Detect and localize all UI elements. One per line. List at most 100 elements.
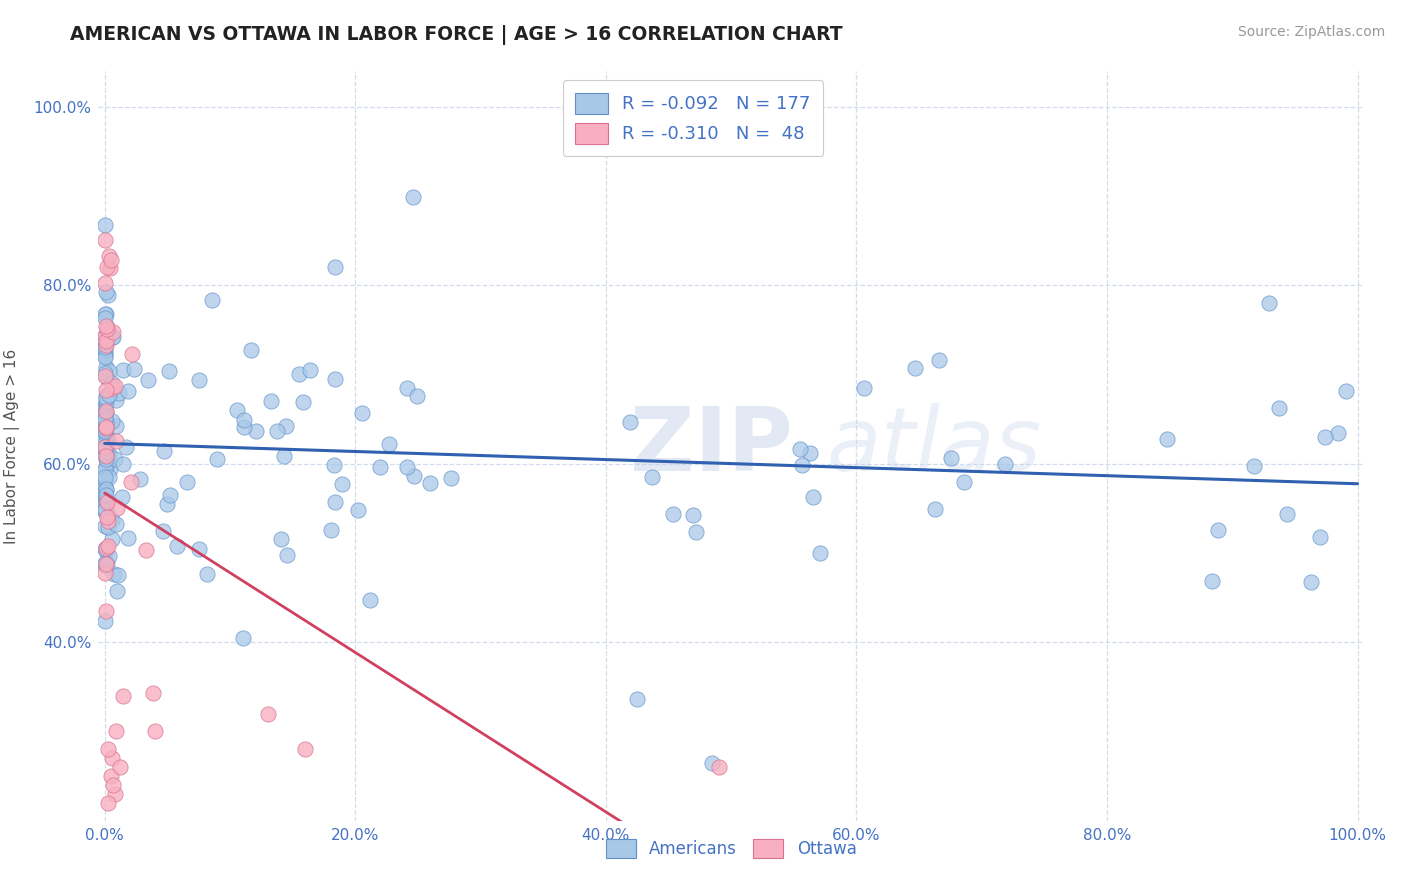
- Point: [93, 400, 115, 414]
- Point: [94, 541, 117, 555]
- Point: [101, 513, 124, 527]
- Point: [1201, 574, 1223, 589]
- Point: [245, 424, 267, 438]
- Point: [270, 532, 292, 546]
- Point: [685, 524, 707, 539]
- Point: [93, 502, 115, 516]
- Point: [97, 249, 120, 263]
- Point: [152, 524, 174, 538]
- Point: [129, 472, 152, 486]
- Point: [135, 542, 157, 557]
- Point: [94, 388, 117, 402]
- Point: [159, 488, 181, 502]
- Point: [96, 391, 118, 405]
- Point: [853, 381, 876, 395]
- Point: [1336, 384, 1358, 398]
- Point: [1309, 531, 1331, 545]
- Point: [94, 329, 117, 343]
- Point: [207, 452, 229, 467]
- Point: [94, 234, 117, 248]
- Point: [143, 724, 166, 739]
- Point: [94, 503, 117, 517]
- Point: [120, 475, 142, 490]
- Point: [94, 307, 117, 321]
- Point: [232, 413, 254, 427]
- Point: [96, 260, 118, 274]
- Point: [323, 458, 346, 472]
- Point: [928, 353, 950, 368]
- Point: [440, 470, 463, 484]
- Point: [94, 417, 117, 431]
- Point: [98, 470, 121, 484]
- Point: [96, 494, 118, 508]
- Point: [641, 469, 664, 483]
- Point: [96, 319, 118, 334]
- Legend: Americans, Ottawa: Americans, Ottawa: [599, 832, 863, 864]
- Point: [94, 449, 117, 463]
- Point: [94, 488, 117, 502]
- Point: [104, 434, 127, 448]
- Point: [93, 341, 115, 355]
- Point: [94, 497, 117, 511]
- Point: [103, 452, 125, 467]
- Text: Source: ZipAtlas.com: Source: ZipAtlas.com: [1237, 25, 1385, 39]
- Point: [153, 444, 176, 458]
- Point: [93, 307, 115, 321]
- Point: [1206, 523, 1229, 537]
- Point: [94, 488, 117, 502]
- Point: [101, 376, 124, 390]
- Point: [105, 583, 128, 598]
- Point: [96, 371, 118, 385]
- Point: [93, 349, 115, 363]
- Point: [97, 386, 120, 401]
- Point: [298, 362, 321, 376]
- Point: [93, 496, 115, 510]
- Point: [96, 394, 118, 409]
- Point: [96, 483, 118, 497]
- Point: [93, 443, 115, 458]
- Point: [96, 556, 118, 570]
- Point: [103, 566, 125, 581]
- Point: [323, 372, 346, 386]
- Point: [107, 568, 129, 582]
- Point: [156, 497, 179, 511]
- Point: [406, 389, 429, 403]
- Point: [96, 418, 118, 433]
- Point: [93, 406, 115, 420]
- Point: [274, 418, 297, 433]
- Point: [232, 420, 254, 434]
- Point: [97, 288, 120, 302]
- Point: [112, 689, 135, 703]
- Point: [94, 409, 117, 423]
- Point: [276, 549, 298, 563]
- Point: [101, 751, 124, 765]
- Point: [97, 549, 120, 563]
- Text: ZIP: ZIP: [630, 402, 793, 490]
- Point: [94, 604, 117, 618]
- Point: [232, 631, 254, 645]
- Point: [368, 460, 391, 475]
- Point: [117, 531, 139, 545]
- Point: [104, 724, 127, 739]
- Point: [93, 338, 115, 352]
- Point: [94, 404, 117, 418]
- Point: [94, 492, 117, 507]
- Point: [801, 490, 824, 504]
- Point: [94, 439, 117, 453]
- Point: [226, 402, 249, 417]
- Point: [94, 440, 117, 454]
- Point: [96, 322, 118, 336]
- Point: [96, 390, 118, 404]
- Point: [96, 415, 118, 429]
- Point: [94, 451, 117, 466]
- Point: [94, 396, 117, 410]
- Point: [121, 346, 143, 360]
- Point: [626, 692, 648, 706]
- Y-axis label: In Labor Force | Age > 16: In Labor Force | Age > 16: [4, 349, 20, 543]
- Point: [402, 469, 425, 483]
- Point: [97, 433, 120, 447]
- Point: [96, 383, 118, 397]
- Point: [94, 285, 117, 300]
- Point: [377, 437, 399, 451]
- Point: [792, 458, 814, 472]
